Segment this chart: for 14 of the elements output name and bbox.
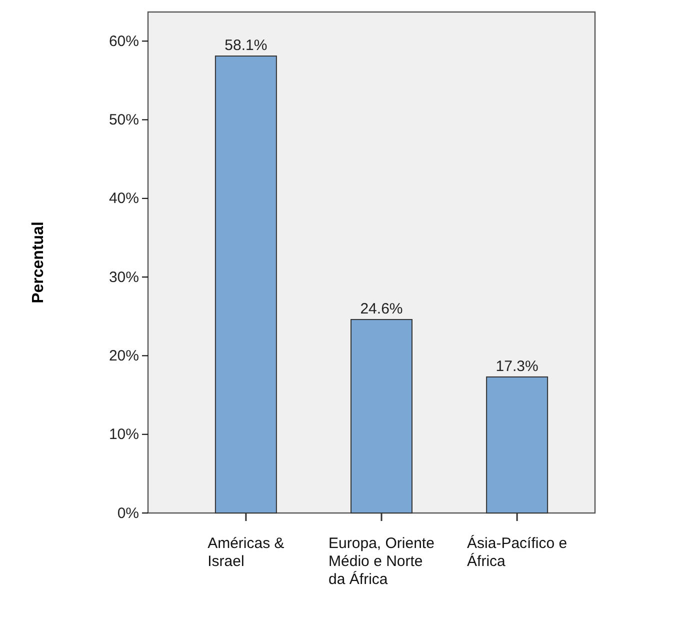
data-label: 58.1% [224,37,268,54]
y-tick-label: 40% [108,190,139,208]
y-tick-label: 50% [108,112,139,129]
x-tick-label: Europa, Oriente Médio e Norte da África [328,535,434,588]
data-label: 17.3% [496,358,538,375]
y-tick-label: 20% [108,348,139,364]
y-tick-label: 10% [108,426,139,444]
y-tick-label: 30% [108,268,139,286]
x-tick-label: Américas & Israel [208,535,284,570]
y-axis-title: Percentual [30,222,47,304]
data-label: 24.6% [360,300,403,318]
y-tick-label: 0% [117,504,139,522]
x-tick-label: Ásia-Pacífico e África [467,534,568,570]
y-tick-label: 60% [108,32,139,50]
